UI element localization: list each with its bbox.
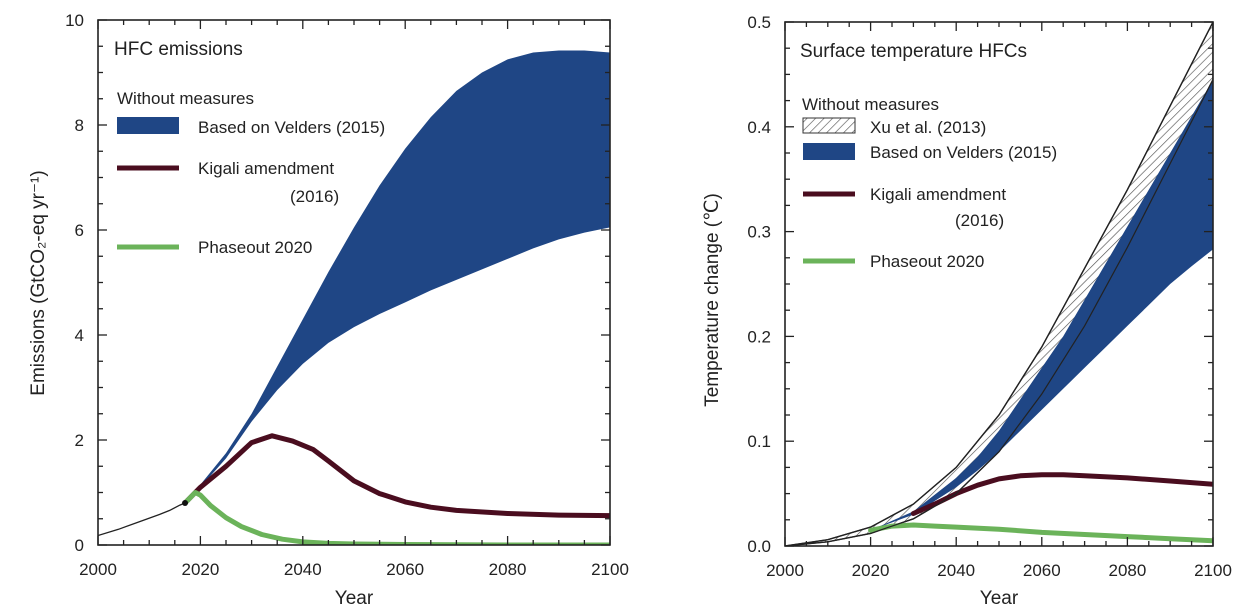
y-tick-label: 0.3	[747, 223, 771, 242]
temperature-legend-label-kigali: Kigali amendment	[870, 185, 1006, 204]
temperature-title: Surface temperature HFCs	[800, 41, 1027, 62]
temperature-ticks	[784, 21, 1214, 547]
emissions-ticks	[97, 19, 611, 546]
emissions-y-axis-title: Emissions (GtCO₂-eq yr⁻¹)	[28, 170, 49, 395]
y-tick-label: 0.4	[747, 118, 771, 137]
y-tick-label: 0.2	[747, 327, 771, 346]
emissions-panel: 2000 2020 2040 2060 2080 2100 0 2 4 6 8 10 HFC emis…	[28, 11, 629, 607]
temperature-plot-area	[785, 22, 1213, 546]
emissions-band-based-on-velders-2015	[185, 50, 610, 503]
x-tick-label: 2060	[386, 560, 424, 579]
temperature-legend-label-kigali-year: (2016)	[955, 211, 1004, 230]
temperature-y-axis-title: Temperature change (℃)	[702, 193, 723, 407]
y-tick-label: 8	[75, 116, 84, 135]
temperature-tick-labels: 2000 2020 2040 2060 2080 2100 0.0 0.1 0.2 0.3 0.4 0…	[747, 13, 1232, 580]
temperature-legend-label-xu: Xu et al. (2013)	[870, 118, 986, 137]
temperature-legend-swatch-xu	[802, 117, 856, 134]
y-tick-label: 0	[75, 536, 84, 555]
emissions-legend-label-kigali-year: (2016)	[290, 187, 339, 206]
x-tick-label: 2080	[489, 560, 527, 579]
projection-start-marker	[182, 500, 189, 506]
emissions-legend: Without measures Based on Velders (2015)…	[117, 89, 385, 257]
x-tick-label: 2080	[1108, 561, 1146, 580]
y-tick-label: 0.1	[747, 432, 771, 451]
temperature-legend: Without measures Xu et al. (2013) Based …	[802, 95, 1057, 271]
y-tick-label: 4	[75, 326, 84, 345]
temperature-band-based-on-velders-2015	[785, 79, 1213, 546]
temperature-x-axis-title: Year	[980, 588, 1019, 607]
y-tick-label: 10	[65, 11, 84, 30]
y-tick-label: 0.0	[747, 537, 771, 556]
temperature-legend-heading: Without measures	[802, 95, 939, 114]
emissions-line-kigali-amendment	[182, 433, 610, 519]
temperature-legend-label-velders: Based on Velders (2015)	[870, 143, 1057, 162]
x-tick-label: 2040	[937, 561, 975, 580]
y-tick-label: 0.5	[747, 13, 771, 32]
x-tick-label: 2060	[1023, 561, 1061, 580]
emissions-legend-heading: Without measures	[117, 89, 254, 108]
x-tick-label: 2100	[591, 560, 629, 579]
emissions-legend-label-kigali: Kigali amendment	[198, 159, 334, 178]
temperature-line-phaseout-2020	[868, 522, 1213, 544]
temperature-panel: 2000 2020 2040 2060 2080 2100 0.0 0.1 0.2 0.3 0.4 0…	[702, 13, 1232, 607]
y-tick-label: 2	[75, 431, 84, 450]
emissions-legend-swatch-velders	[117, 117, 179, 134]
emissions-tick-labels: 2000 2020 2040 2060 2080 2100 0 2 4 6 8 10	[65, 11, 629, 579]
temperature-hatched-band-edge	[785, 22, 1213, 546]
historical-emissions-line	[98, 502, 186, 537]
emissions-legend-label-velders: Based on Velders (2015)	[198, 118, 385, 137]
x-tick-label: 2020	[181, 560, 219, 579]
temperature-legend-swatch-velders	[803, 143, 855, 160]
temperature-legend-label-phaseout: Phaseout 2020	[870, 252, 984, 271]
emissions-x-axis-title: Year	[335, 588, 374, 607]
x-tick-label: 2040	[284, 560, 322, 579]
y-tick-label: 6	[75, 221, 84, 240]
temperature-hatched-band-edge	[785, 79, 1213, 546]
x-tick-label: 2100	[1194, 561, 1232, 580]
x-tick-label: 2000	[766, 561, 804, 580]
x-tick-label: 2000	[79, 560, 117, 579]
emissions-legend-label-phaseout: Phaseout 2020	[198, 238, 312, 257]
x-tick-label: 2020	[852, 561, 890, 580]
emissions-title: HFC emissions	[114, 39, 243, 60]
